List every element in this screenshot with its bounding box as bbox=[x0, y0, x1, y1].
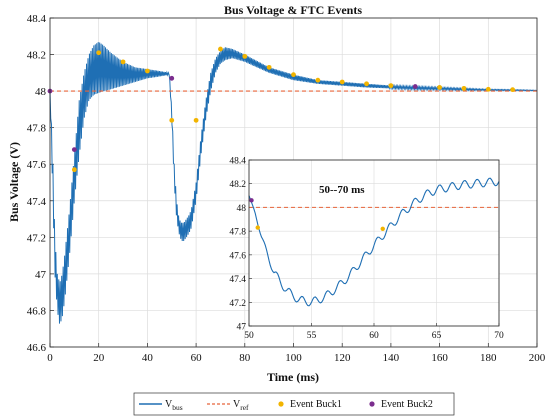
inset-y-tick-label: 48.2 bbox=[229, 180, 246, 190]
event-buck1-point bbox=[71, 167, 77, 173]
inset-y-tick-label: 47.2 bbox=[229, 299, 246, 309]
event-buck2-point bbox=[71, 147, 77, 153]
y-tick-label: 48.2 bbox=[27, 50, 46, 62]
inset-y-tick-label: 47.6 bbox=[229, 251, 246, 261]
main-plot bbox=[47, 42, 537, 324]
inset-buck1-point bbox=[255, 225, 260, 230]
x-tick-labels: 0 20 40 60 80 100 120 140 160 180 200 bbox=[47, 352, 546, 364]
x-tick-label: 160 bbox=[431, 352, 448, 364]
y-tick-label: 47.2 bbox=[27, 232, 46, 244]
y-tick-label: 46.8 bbox=[27, 305, 47, 317]
y-tick-label: 47 bbox=[35, 269, 47, 281]
event-buck1-point bbox=[169, 117, 175, 123]
x-tick-label: 120 bbox=[334, 352, 351, 364]
y-tick-label: 46.6 bbox=[27, 342, 47, 354]
vbus-series-line bbox=[49, 42, 537, 324]
event-buck1-point bbox=[291, 72, 296, 78]
event-buck1-point bbox=[96, 50, 102, 56]
legend-buck1-marker bbox=[278, 401, 284, 407]
y-tick-label: 48.4 bbox=[27, 13, 47, 25]
legend-box bbox=[133, 392, 455, 416]
event-buck1-point bbox=[266, 64, 272, 70]
inset-buck1-point bbox=[380, 226, 385, 231]
inset-x-tick-label: 65 bbox=[432, 331, 442, 341]
event-buck2-point bbox=[412, 84, 418, 89]
legend: Vbus Vref Event Buck1 Event Buck2 bbox=[133, 392, 455, 416]
event-buck1-point bbox=[218, 46, 223, 52]
inset-vbus-line bbox=[248, 177, 500, 307]
event-buck1-point bbox=[339, 79, 345, 85]
event-buck1-point bbox=[461, 85, 467, 91]
event-buck1-point bbox=[242, 53, 248, 59]
legend-buck2-marker bbox=[369, 401, 375, 407]
inset-y-tick-label: 48.4 bbox=[229, 157, 246, 167]
inset-y-tick-label: 47.8 bbox=[229, 228, 246, 238]
inset-y-tick-label: 48 bbox=[237, 204, 247, 214]
event-buck2-point bbox=[169, 75, 175, 81]
inset-x-tick-label: 55 bbox=[307, 331, 317, 341]
event-buck1-point bbox=[364, 81, 369, 87]
inset-zoom: 50 55 60 65 70 47 47.2 47.4 47.6 47.8 48 48.2 48.4 50… bbox=[229, 157, 504, 342]
y-tick-label: 47.4 bbox=[27, 196, 47, 208]
x-axis-label: Time (ms) bbox=[267, 370, 319, 384]
event-buck1-point bbox=[120, 59, 126, 65]
x-tick-label: 180 bbox=[480, 352, 497, 364]
event-buck1-point bbox=[485, 86, 491, 92]
chart-title: Bus Voltage & FTC Events bbox=[224, 3, 362, 17]
inset-y-tick-label: 47 bbox=[237, 323, 247, 333]
legend-vbus-label: Vbus bbox=[165, 399, 183, 412]
event-buck1-point bbox=[388, 83, 394, 89]
inset-y-tick-label: 47.4 bbox=[229, 275, 246, 285]
inset-x-tick-label: 70 bbox=[494, 331, 504, 341]
event-buck1-point bbox=[315, 77, 321, 83]
x-tick-label: 20 bbox=[93, 352, 105, 364]
event-buck1-point bbox=[193, 117, 199, 123]
x-tick-label: 40 bbox=[142, 352, 154, 364]
y-axis-label: Bus Voltage (V) bbox=[7, 142, 21, 222]
y-tick-label: 48 bbox=[35, 86, 47, 98]
x-tick-label: 0 bbox=[47, 352, 53, 364]
inset-x-tick-label: 50 bbox=[244, 331, 254, 341]
y-tick-labels: 46.6 46.8 47 47.2 47.4 47.6 47.8 48 48.2 48.4 bbox=[27, 13, 47, 354]
x-tick-label: 200 bbox=[529, 352, 546, 364]
x-tick-label: 60 bbox=[191, 352, 203, 364]
legend-buck1-label: Event Buck1 bbox=[290, 399, 342, 410]
event-buck1-point bbox=[145, 68, 150, 74]
inset-frame bbox=[248, 159, 500, 327]
inset-buck2-point bbox=[249, 198, 254, 203]
y-tick-label: 47.8 bbox=[27, 123, 47, 135]
inset-x-tick-label: 60 bbox=[369, 331, 379, 341]
y-tick-label: 47.6 bbox=[27, 159, 47, 171]
inset-annotation: 50--70 ms bbox=[319, 184, 365, 196]
event-buck1-point bbox=[437, 85, 442, 90]
event-buck1-point bbox=[510, 87, 516, 93]
legend-buck2-label: Event Buck2 bbox=[381, 399, 433, 410]
x-tick-label: 80 bbox=[239, 352, 251, 364]
main-plot-frame bbox=[49, 17, 538, 348]
x-tick-label: 100 bbox=[285, 352, 302, 364]
legend-vref-label: Vref bbox=[233, 399, 249, 412]
x-tick-label: 140 bbox=[383, 352, 400, 364]
